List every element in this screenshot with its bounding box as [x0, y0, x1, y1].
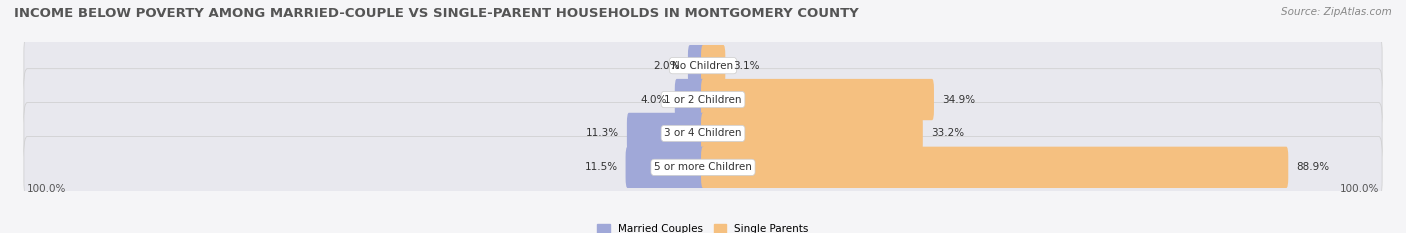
FancyBboxPatch shape	[24, 69, 1382, 130]
Text: 4.0%: 4.0%	[641, 95, 666, 105]
Text: 1 or 2 Children: 1 or 2 Children	[664, 95, 742, 105]
FancyBboxPatch shape	[24, 137, 1382, 198]
FancyBboxPatch shape	[702, 79, 934, 120]
Text: 11.3%: 11.3%	[586, 128, 619, 138]
FancyBboxPatch shape	[688, 45, 704, 86]
FancyBboxPatch shape	[702, 147, 1288, 188]
FancyBboxPatch shape	[626, 147, 704, 188]
FancyBboxPatch shape	[627, 113, 704, 154]
FancyBboxPatch shape	[675, 79, 704, 120]
Text: 2.0%: 2.0%	[654, 61, 681, 71]
FancyBboxPatch shape	[24, 103, 1382, 164]
Legend: Married Couples, Single Parents: Married Couples, Single Parents	[593, 220, 813, 233]
Text: No Children: No Children	[672, 61, 734, 71]
Text: 100.0%: 100.0%	[1340, 184, 1379, 194]
FancyBboxPatch shape	[24, 35, 1382, 96]
Text: 5 or more Children: 5 or more Children	[654, 162, 752, 172]
Text: 3.1%: 3.1%	[733, 61, 759, 71]
FancyBboxPatch shape	[702, 113, 922, 154]
FancyBboxPatch shape	[702, 45, 725, 86]
Text: INCOME BELOW POVERTY AMONG MARRIED-COUPLE VS SINGLE-PARENT HOUSEHOLDS IN MONTGOM: INCOME BELOW POVERTY AMONG MARRIED-COUPL…	[14, 7, 859, 20]
Text: 33.2%: 33.2%	[931, 128, 963, 138]
Text: 34.9%: 34.9%	[942, 95, 974, 105]
Text: 3 or 4 Children: 3 or 4 Children	[664, 128, 742, 138]
Text: Source: ZipAtlas.com: Source: ZipAtlas.com	[1281, 7, 1392, 17]
Text: 88.9%: 88.9%	[1296, 162, 1329, 172]
Text: 100.0%: 100.0%	[27, 184, 66, 194]
Text: 11.5%: 11.5%	[585, 162, 617, 172]
